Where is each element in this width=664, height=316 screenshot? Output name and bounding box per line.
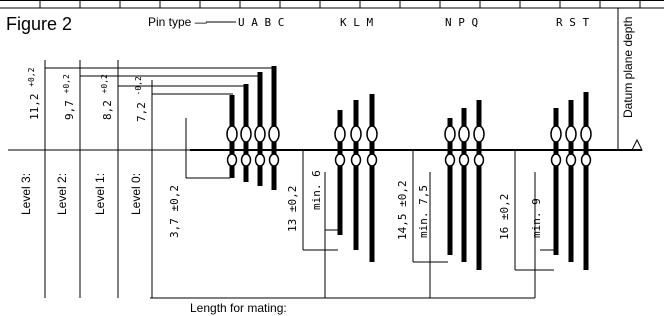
mating-lines bbox=[150, 150, 556, 298]
pin-collar bbox=[460, 154, 469, 166]
pin-collar bbox=[335, 126, 345, 142]
level-dimension: 11,2 +0,2 bbox=[27, 67, 41, 120]
pin-collar bbox=[459, 126, 469, 142]
pin-collar bbox=[270, 154, 279, 166]
pin-collar bbox=[567, 154, 576, 166]
mating-label: Length for mating: bbox=[190, 301, 287, 315]
pin-type-label: Pin type — bbox=[148, 15, 207, 29]
pin-collar bbox=[352, 154, 361, 166]
pin-collar bbox=[367, 126, 377, 142]
pin-collar bbox=[241, 126, 251, 142]
pin bbox=[335, 110, 345, 235]
datum-triangle bbox=[632, 140, 642, 150]
pin-collar bbox=[475, 154, 484, 166]
pin-collar bbox=[582, 154, 591, 166]
pin-collar bbox=[368, 154, 377, 166]
datum-label: Datum plane depth bbox=[621, 17, 635, 118]
level-label: Level 1: bbox=[93, 173, 107, 215]
pin-collar bbox=[336, 154, 345, 166]
pin-collar bbox=[228, 154, 237, 166]
level-label: Level 0: bbox=[129, 173, 143, 215]
pin-group: U A B C bbox=[238, 16, 284, 29]
mating-length: 14,5 ±0,2 bbox=[396, 180, 409, 240]
pin-collar bbox=[474, 126, 484, 142]
mating-min: min. 6 bbox=[310, 170, 323, 210]
level-dimension: 8,2 +0,2 bbox=[100, 74, 114, 120]
pin bbox=[255, 72, 265, 186]
level-label: Level 2: bbox=[55, 173, 69, 215]
pin-collar bbox=[552, 154, 561, 166]
pin-group: N P Q bbox=[445, 16, 478, 29]
pin-collar bbox=[351, 126, 361, 142]
pin bbox=[459, 108, 469, 262]
pins bbox=[227, 66, 591, 270]
mating-min: min. 9 bbox=[530, 198, 543, 238]
mating-length: 16 ±0,2 bbox=[498, 194, 511, 240]
pin-collar bbox=[446, 154, 455, 166]
offset-dimension: 3,7 ±0,2 bbox=[168, 185, 181, 238]
pin-group: R S T bbox=[556, 16, 589, 29]
pin-collar bbox=[255, 126, 265, 142]
pin-collar bbox=[269, 126, 279, 142]
pin-collar bbox=[445, 126, 455, 142]
mating-min: min. 7,5 bbox=[417, 185, 430, 238]
ruler-ticks bbox=[40, 0, 640, 8]
pin-collar bbox=[566, 126, 576, 142]
pin-collar bbox=[227, 126, 237, 142]
pin bbox=[581, 92, 591, 270]
top-ruler bbox=[0, 1, 664, 9]
mating-length: 13 ±0,2 bbox=[286, 186, 299, 232]
level-lines bbox=[45, 60, 275, 298]
drawing: Figure 2 Pin type — U A B C K L M N P Q … bbox=[0, 0, 664, 316]
pin-group: K L M bbox=[340, 16, 373, 29]
pin-collar bbox=[551, 126, 561, 142]
pin-collar bbox=[581, 126, 591, 142]
pin-collar bbox=[256, 154, 265, 166]
pin-collar bbox=[242, 154, 251, 166]
pin bbox=[445, 118, 455, 255]
pin bbox=[566, 100, 576, 262]
pin bbox=[269, 66, 279, 190]
level-label: Level 3: bbox=[19, 173, 33, 215]
level-dimension: 9,7 +0,2 bbox=[62, 74, 76, 120]
pin bbox=[351, 100, 361, 250]
pin bbox=[367, 94, 377, 262]
level-dimension: 7,2 -0,2 bbox=[134, 76, 148, 122]
pin bbox=[227, 95, 237, 178]
pin bbox=[474, 100, 484, 270]
figure-title: Figure 2 bbox=[6, 14, 72, 34]
pin bbox=[241, 84, 251, 182]
pin bbox=[551, 108, 561, 255]
